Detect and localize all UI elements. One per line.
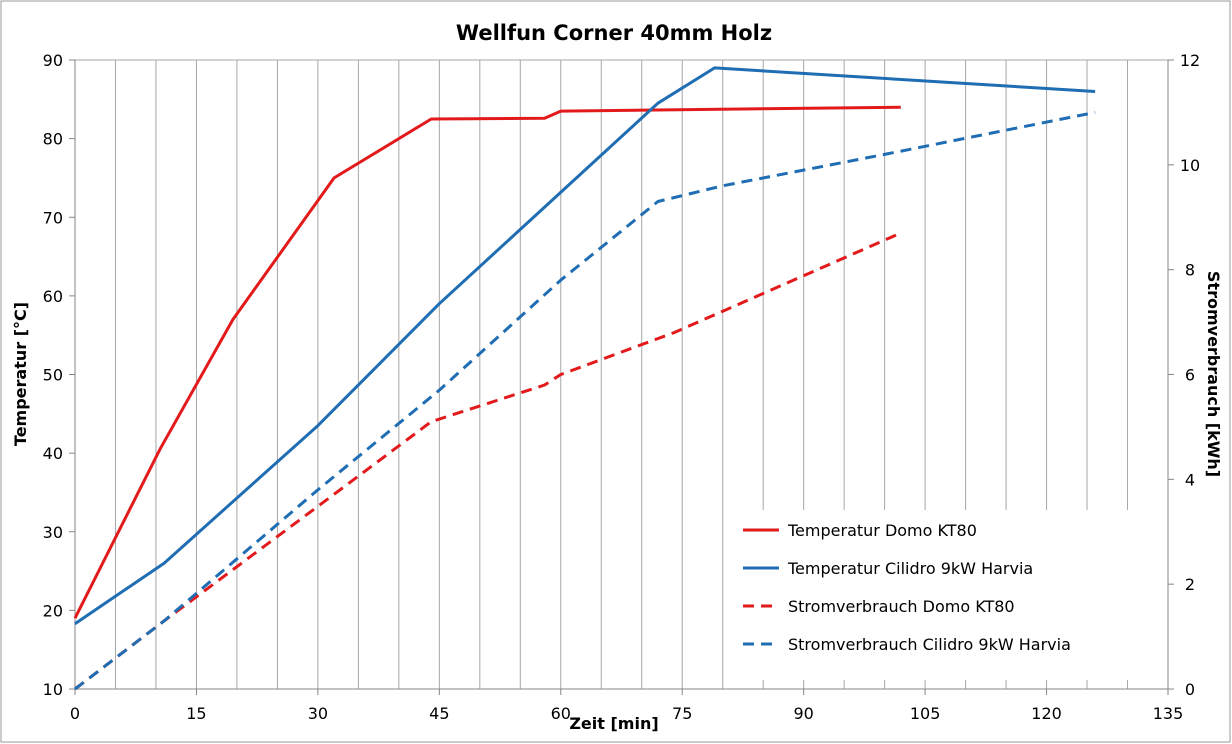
series-line-2 (74, 231, 902, 691)
x-tick-label-0: 0 (70, 704, 80, 723)
legend: Temperatur Domo KT80 Temperatur Cilidro 9… (727, 510, 1167, 680)
y-tick-label-8: 90 (43, 51, 63, 70)
x-axis-label: Zeit [min] (569, 714, 658, 733)
x-tick-label-1: 15 (186, 704, 206, 723)
y2-tick-label-1: 2 (1185, 575, 1195, 594)
y2-tick-label-2: 4 (1185, 470, 1195, 489)
axes: 0 15 30 45 60 75 90 105 120 135102030405060708090… (43, 51, 1201, 723)
series-line-0 (73, 105, 901, 619)
y-tick-label-1: 20 (43, 601, 63, 620)
y-tick-label-4: 50 (43, 366, 63, 385)
legend-label-3: Stromverbrauch Cilidro 9kW Harvia (788, 635, 1071, 654)
legend-box (727, 510, 1167, 680)
legend-label-1: Temperatur Cilidro 9kW Harvia (787, 559, 1033, 578)
y-tick-label-6: 70 (43, 208, 63, 227)
x-tick-label-7: 105 (910, 704, 941, 723)
y-tick-label-7: 80 (43, 130, 63, 149)
x-tick-label-5: 75 (672, 704, 692, 723)
y2-tick-label-0: 0 (1185, 680, 1195, 699)
y-tick-label-3: 40 (43, 444, 63, 463)
y-tick-label-5: 60 (43, 287, 63, 306)
x-tick-label-4: 60 (551, 704, 571, 723)
series-group (73, 66, 1096, 691)
series-line-3 (74, 110, 1096, 691)
y2-tick-label-4: 8 (1185, 261, 1195, 280)
x-tick-label-8: 120 (1031, 704, 1062, 723)
x-tick-label-3: 45 (429, 704, 449, 723)
legend-label-0: Temperatur Domo KT80 (787, 521, 977, 540)
y-axis-label: Temperatur [°C] (11, 302, 30, 446)
y-tick-label-2: 30 (43, 523, 63, 542)
x-tick-label-2: 30 (308, 704, 328, 723)
y2-tick-label-5: 10 (1180, 156, 1200, 175)
y2-axis-label: Stromverbrauch [kWh] (1204, 271, 1223, 477)
grid-lines (75, 59, 1168, 689)
x-tick-label-9: 135 (1153, 704, 1184, 723)
x-tick-label-6: 90 (793, 704, 813, 723)
series-line-1 (74, 66, 1096, 625)
y2-tick-label-6: 12 (1180, 51, 1200, 70)
y-tick-label-0: 10 (43, 680, 63, 699)
y2-tick-label-3: 6 (1185, 366, 1195, 385)
legend-label-2: Stromverbrauch Domo KT80 (788, 597, 1015, 616)
chart-title: Wellfun Corner 40mm Holz (456, 21, 772, 45)
